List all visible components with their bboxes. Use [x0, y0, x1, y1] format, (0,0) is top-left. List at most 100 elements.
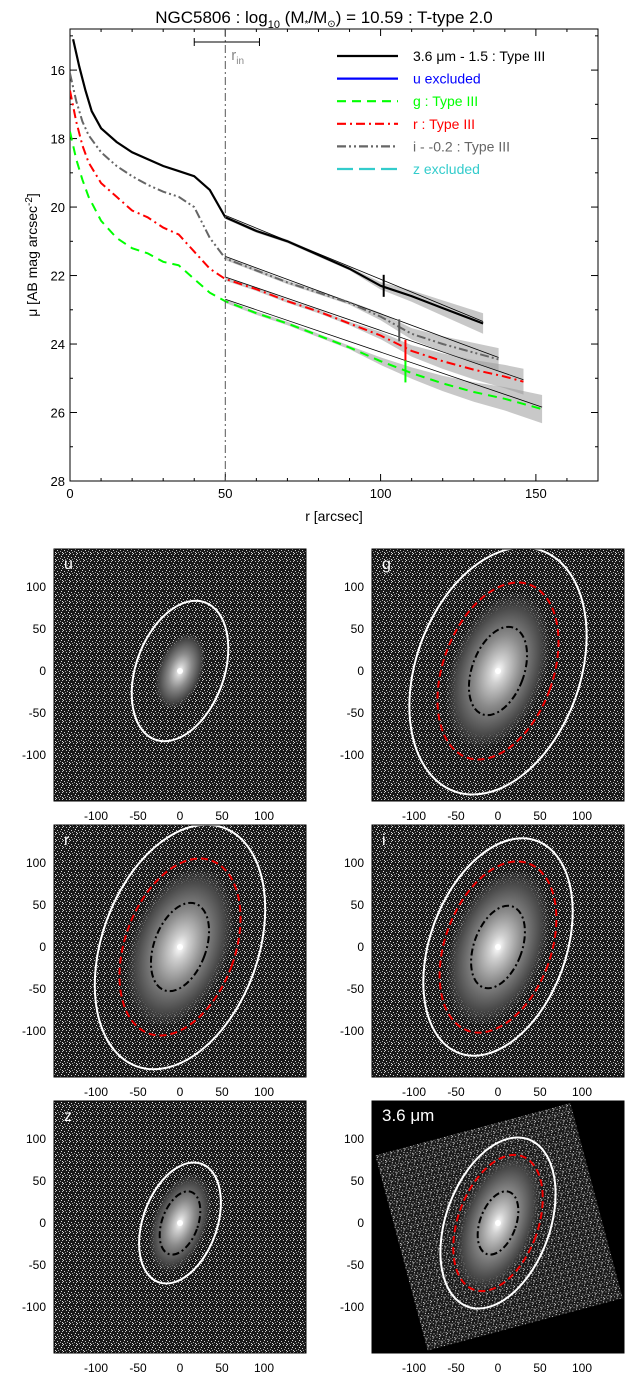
panel-y-tick-label: 0: [39, 940, 46, 954]
panel-x-tick-label: 100: [572, 809, 592, 823]
outer-ellipse: [422, 837, 574, 1057]
panel-y-tick-label: 0: [39, 664, 46, 678]
panel-y-tick-label: -50: [29, 1258, 47, 1272]
inner-ellipse: [467, 625, 529, 717]
panel-x-tick-label: -50: [447, 1085, 465, 1099]
panel-x-tick-label: -100: [84, 1085, 108, 1099]
panel-y-tick-label: 50: [351, 622, 365, 636]
x-axis: 0 50 100 150: [66, 29, 568, 501]
break-ellipse: [438, 860, 558, 1034]
x-tick-label: 100: [370, 486, 392, 501]
image-panels: u -100 -50 0 50 100 100 50 0 -50 -100 g -100 -50 0 50 10…: [22, 546, 625, 1375]
galaxy-nucleus: [495, 668, 501, 674]
panel-x-tick-label: 0: [177, 809, 184, 823]
y-tick-label: 20: [51, 200, 65, 215]
inner-ellipse: [476, 1190, 520, 1256]
legend-label: g : Type III: [413, 93, 478, 109]
outer-ellipse: [439, 1136, 557, 1310]
panel-frame: [371, 824, 625, 1078]
panel-y-tick-label: 100: [344, 1132, 364, 1146]
image-panel-2: r -100 -50 0 50 100 100 50 0 -50 -100: [22, 823, 307, 1099]
panel-y-tick-label: 0: [357, 1216, 364, 1230]
galaxy-nucleus: [495, 1220, 501, 1226]
panel-y-tick-label: -100: [340, 1300, 364, 1314]
panel-y-tick-label: -100: [22, 748, 46, 762]
panel-x-tick-label: 0: [495, 809, 502, 823]
image-panel-3: i -100 -50 0 50 100 100 50 0 -50 -100: [340, 824, 625, 1099]
legend-label: 3.6 μm - 1.5 : Type III: [413, 48, 545, 64]
y-tick-label: 22: [51, 269, 65, 284]
panel-y-tick-label: 50: [33, 1174, 47, 1188]
outer-ellipse: [408, 546, 588, 796]
panel-label: g: [382, 556, 391, 573]
panel-y-tick-label: 50: [351, 1174, 365, 1188]
panel-x-tick-label: -50: [129, 809, 147, 823]
outer-ellipse: [130, 599, 230, 743]
inner-ellipse: [158, 1190, 202, 1256]
panel-label: u: [64, 556, 73, 573]
x-axis-label: r [arcsec]: [305, 508, 363, 524]
legend: 3.6 μm - 1.5 : Type III u excluded g : Typ…: [337, 48, 545, 177]
image-panel-1: g -100 -50 0 50 100 100 50 0 -50 -100: [340, 546, 625, 823]
image-panel-0: u -100 -50 0 50 100 100 50 0 -50 -100: [22, 548, 307, 823]
panel-y-tick-label: -100: [340, 748, 364, 762]
panel-y-tick-label: 50: [33, 898, 47, 912]
rin-label: rin: [231, 47, 244, 67]
profile-fit-line: [225, 214, 484, 322]
panel-y-tick-label: -50: [347, 706, 365, 720]
x-tick-label: 0: [66, 486, 73, 501]
panel-x-tick-label: 50: [533, 1085, 547, 1099]
legend-label: i - -0.2 : Type III: [413, 138, 510, 154]
plot-frame: [69, 28, 599, 482]
outer-ellipse: [93, 823, 267, 1071]
panel-y-tick-label: 100: [344, 856, 364, 870]
y-axis-label: μ [AB mag arcsec-2]: [24, 193, 40, 317]
panel-x-tick-label: -100: [402, 1085, 426, 1099]
x-tick-label: 150: [525, 486, 547, 501]
panel-x-tick-label: 100: [254, 1085, 274, 1099]
panel-x-tick-label: -50: [447, 1361, 465, 1375]
galaxy-nucleus: [495, 944, 501, 950]
panel-x-tick-label: 100: [254, 809, 274, 823]
series-line-0: [72, 39, 484, 325]
inner-ellipse: [470, 904, 526, 990]
series-line-2: [70, 131, 543, 411]
break-ellipse: [118, 857, 242, 1037]
panel-frame: [53, 1100, 307, 1354]
panel-x-tick-label: -100: [402, 1361, 426, 1375]
profile-fit-line: [225, 276, 524, 381]
uncertainty-band: [225, 215, 484, 334]
series-line-3: [70, 90, 524, 383]
panel-y-tick-label: 100: [26, 856, 46, 870]
panel-label: r: [64, 832, 70, 849]
panel-x-tick-label: 50: [533, 809, 547, 823]
galaxy-nucleus: [177, 1220, 183, 1226]
panel-x-tick-label: 100: [572, 1085, 592, 1099]
panel-x-tick-label: 50: [215, 1361, 229, 1375]
panel-x-tick-label: -100: [84, 809, 108, 823]
panel-x-tick-label: 50: [533, 1361, 547, 1375]
panel-x-tick-label: 100: [254, 1361, 274, 1375]
panel-frame: [371, 548, 625, 802]
y-tick-label: 28: [51, 474, 65, 489]
panel-x-tick-label: 0: [177, 1085, 184, 1099]
panel-x-tick-label: -50: [129, 1085, 147, 1099]
galaxy-nucleus: [177, 668, 183, 674]
panel-frame: [53, 548, 307, 802]
panel-x-tick-label: 50: [215, 1085, 229, 1099]
panel-y-tick-label: -50: [347, 982, 365, 996]
profile-fit-line: [225, 256, 499, 358]
panel-y-tick-label: -50: [347, 1258, 365, 1272]
y-tick-label: 16: [51, 63, 65, 78]
break-ellipse: [452, 1153, 544, 1293]
x-tick-label: 50: [218, 486, 232, 501]
profile-fit-line: [225, 298, 543, 408]
break-ellipse: [436, 581, 560, 761]
panel-frame: [53, 824, 307, 1078]
uncertainty-band: [225, 277, 524, 395]
rin-marker: rin: [193, 29, 260, 481]
panel-x-tick-label: 50: [215, 809, 229, 823]
panel-y-tick-label: -100: [340, 1024, 364, 1038]
panel-y-tick-label: 100: [26, 1132, 46, 1146]
inner-ellipse: [149, 901, 211, 993]
